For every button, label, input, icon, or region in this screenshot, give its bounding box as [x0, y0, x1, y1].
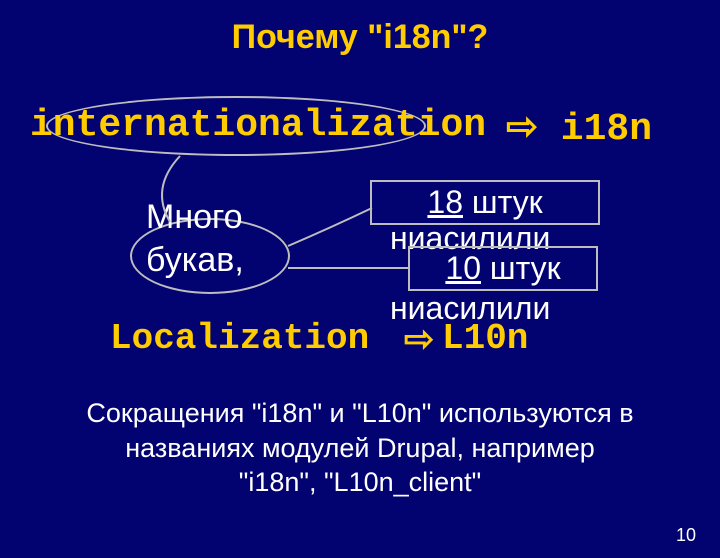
box-18-count: 18 штук	[370, 180, 600, 225]
footer-line3: "i18n", "L10n_client"	[239, 467, 482, 497]
box-10-count: 10 штук	[408, 246, 598, 291]
many-letters-line2: букав,	[146, 241, 244, 279]
page-number: 10	[676, 525, 696, 546]
word-localization: Localization	[110, 318, 369, 359]
footer-text: Сокращения "i18n" и "L10n" используются …	[40, 396, 680, 500]
abbrev-i18n-text: i18n	[561, 108, 652, 151]
arrow-icon: ⇨	[506, 106, 538, 148]
abbrev-i18n: ⇨ i18n	[506, 104, 652, 151]
footer-line2: названиях модулей Drupal, например	[125, 433, 594, 463]
box-10-number: 10	[445, 250, 481, 286]
label-many-letters: Много букав,	[146, 196, 244, 281]
box-10-suffix: штук	[481, 250, 561, 286]
box-18-number: 18	[427, 184, 463, 220]
slide-title: Почему "i18n"?	[0, 18, 720, 57]
footer-line1: Сокращения "i18n" и "L10n" используются …	[86, 398, 633, 428]
arrow-loc-icon: ⇨	[404, 318, 434, 360]
many-letters-line1: Много	[146, 198, 243, 236]
abbrev-l10n: L10n	[442, 318, 528, 359]
box-18-suffix: штук	[463, 184, 543, 220]
